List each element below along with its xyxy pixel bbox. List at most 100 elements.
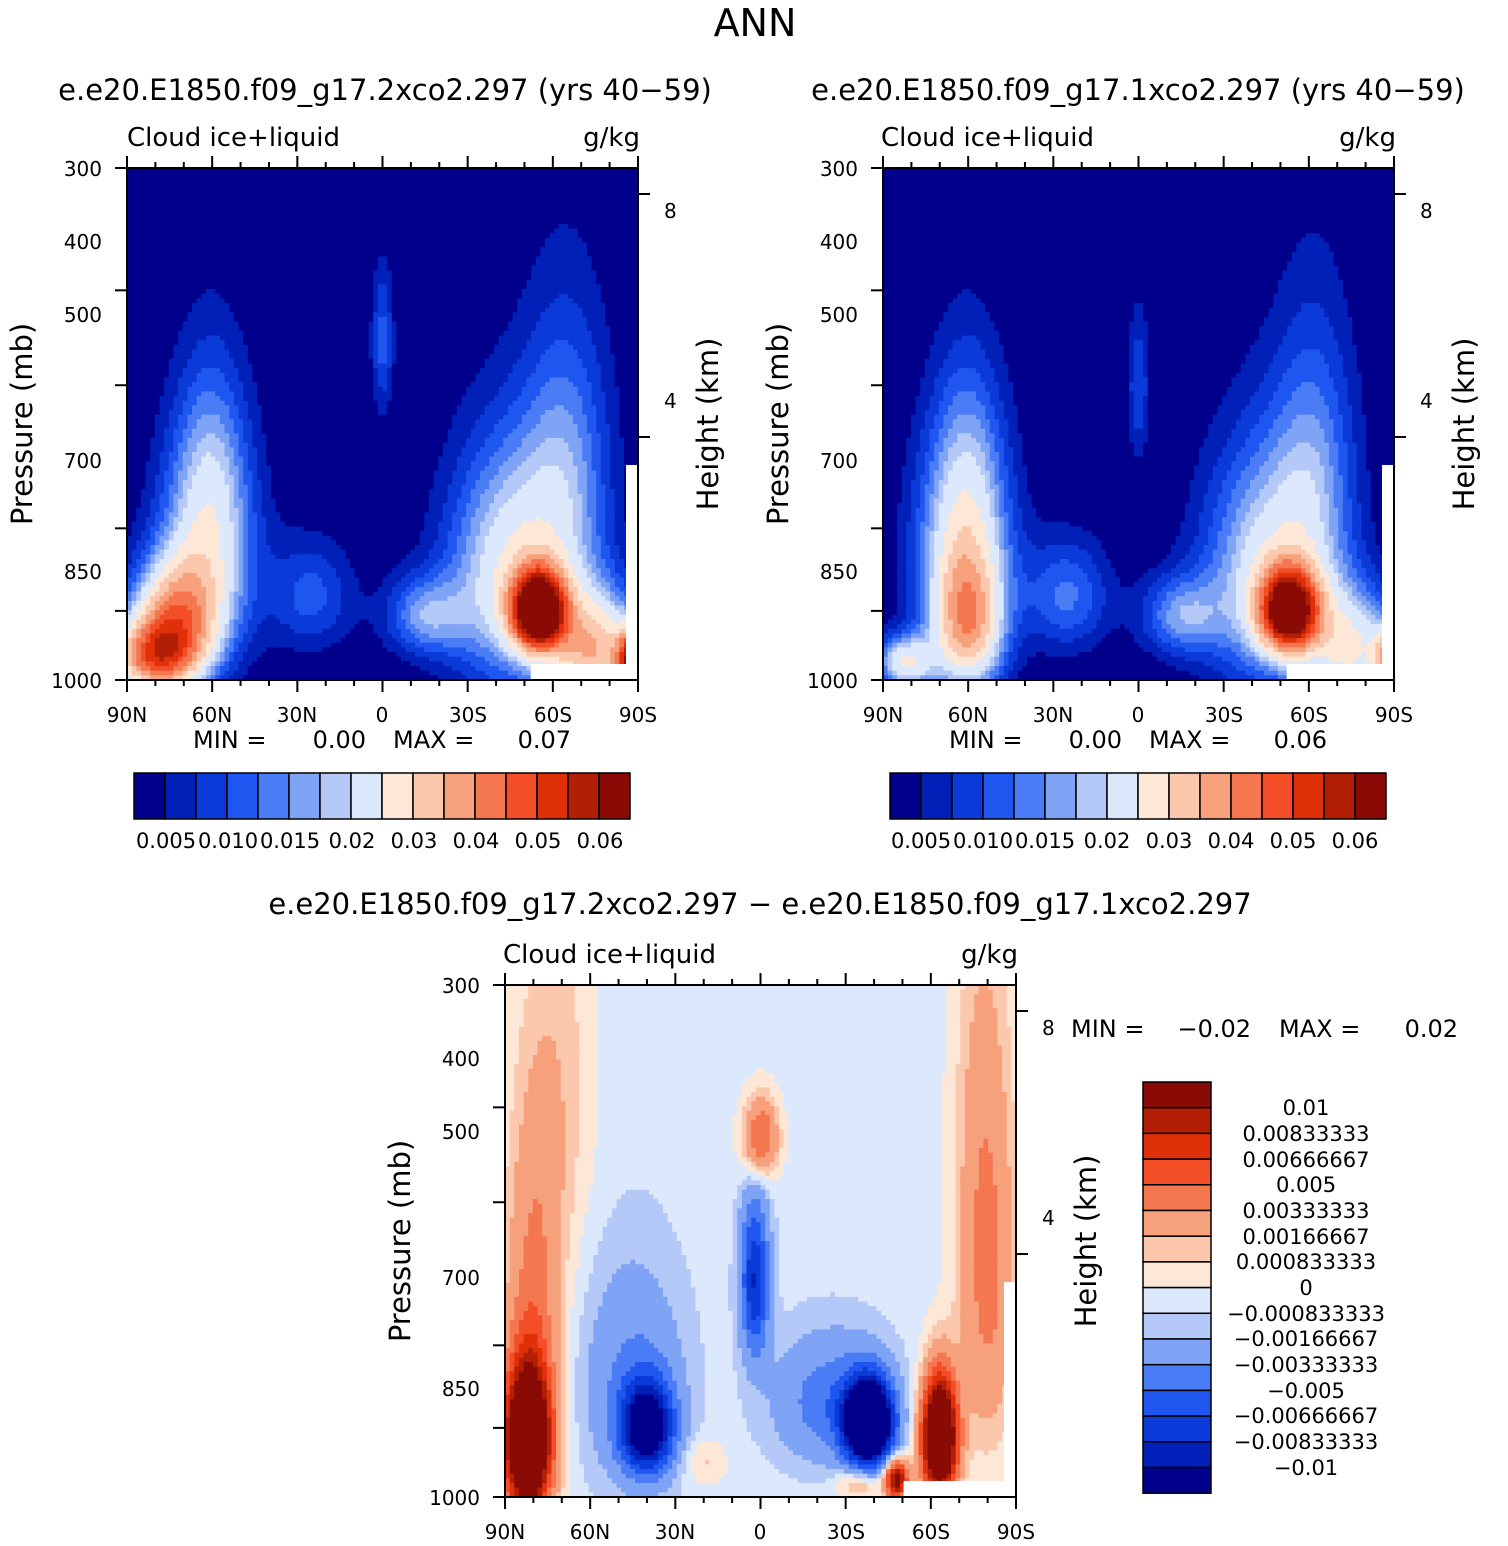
contour-cell [535,186,542,192]
contour-cell [368,177,374,183]
contour-cell [182,219,189,225]
contour-cell [275,377,281,383]
contour-cell [354,209,360,216]
contour-cell [336,279,342,286]
contour-cell [326,228,333,234]
contour-cell [605,228,611,234]
contour-cell [628,223,635,230]
contour-cell [187,191,193,197]
contour-cell [275,279,281,286]
contour-cell [164,363,170,369]
contour-cell [233,358,240,365]
contour-cell [582,237,588,244]
contour-cell [568,302,574,309]
contour-cell [596,340,602,346]
contour-cell [512,340,518,346]
contour-cell [145,340,151,346]
contour-cell [428,265,435,272]
contour-cell [247,284,254,290]
contour-cell [484,205,491,211]
contour-cell [540,181,546,188]
contour-cell [442,284,449,290]
contour-cell [470,261,477,267]
contour-cell [401,251,407,258]
contour-cell [187,349,193,355]
contour-cell [577,168,583,174]
contour-cell [159,251,165,258]
contour-cell [591,251,597,258]
contour-cell [238,242,244,248]
contour-cell [336,321,342,327]
contour-cell [354,205,360,211]
contour-cell [173,195,179,202]
contour-cell [140,340,147,346]
contour-cell [349,298,356,304]
contour-cell [600,340,607,346]
contour-cell [201,200,207,206]
contour-cell [205,321,212,327]
contour-cell [442,326,449,332]
contour-cell [154,261,161,267]
contour-cell [531,279,537,286]
contour-cell [205,335,212,341]
contour-cell [354,302,360,309]
contour-cell [187,275,193,281]
contour-cell [322,186,328,192]
contour-cell [545,344,551,351]
contour-cell [182,279,189,286]
contour-cell [470,256,477,262]
contour-cell [280,237,286,244]
contour-cell [178,247,184,253]
contour-cell [512,181,518,188]
contour-cell [410,168,416,174]
contour-cell [470,168,477,174]
contour-cell [475,284,481,290]
contour-cell [521,256,528,262]
contour-cell [340,293,347,300]
contour-cell [303,284,309,290]
contour-cell [545,284,551,290]
contour-cell [526,349,532,355]
contour-cell [517,237,523,244]
contour-cell [266,270,272,276]
contour-cell [187,256,193,262]
contour-cell [484,186,491,192]
contour-cell [545,181,551,188]
contour-cell [182,275,189,281]
contour-cell [605,242,611,248]
contour-cell [257,219,263,225]
contour-cell [140,326,147,332]
contour-cell [391,228,398,234]
contour-cell [145,330,151,337]
contour-cell [229,270,235,276]
contour-cell [461,330,467,337]
contour-cell [312,307,319,313]
contour-cell [178,219,184,225]
contour-cell [582,219,588,225]
contour-cell [568,233,574,239]
contour-cell [456,354,463,360]
contour-cell [243,181,249,188]
contour-cell [600,289,607,295]
contour-cell [284,256,291,262]
contour-cell [577,251,583,258]
contour-cell [619,265,625,272]
contour-cell [173,219,179,225]
contour-cell [298,191,305,197]
contour-cell [219,242,226,248]
contour-cell [489,265,495,272]
contour-cell [405,223,412,230]
contour-cell [540,228,546,234]
contour-cell [322,265,328,272]
contour-cell [610,237,616,244]
contour-cell [368,205,374,211]
contour-cell [415,298,421,304]
contour-cell [312,321,319,327]
contour-cell [610,279,616,286]
contour-cell [591,223,597,230]
contour-cell [345,363,351,369]
contour-cell [428,168,435,174]
contour-cell [196,358,203,365]
contour-cell [196,335,203,341]
contour-cell [452,298,458,304]
